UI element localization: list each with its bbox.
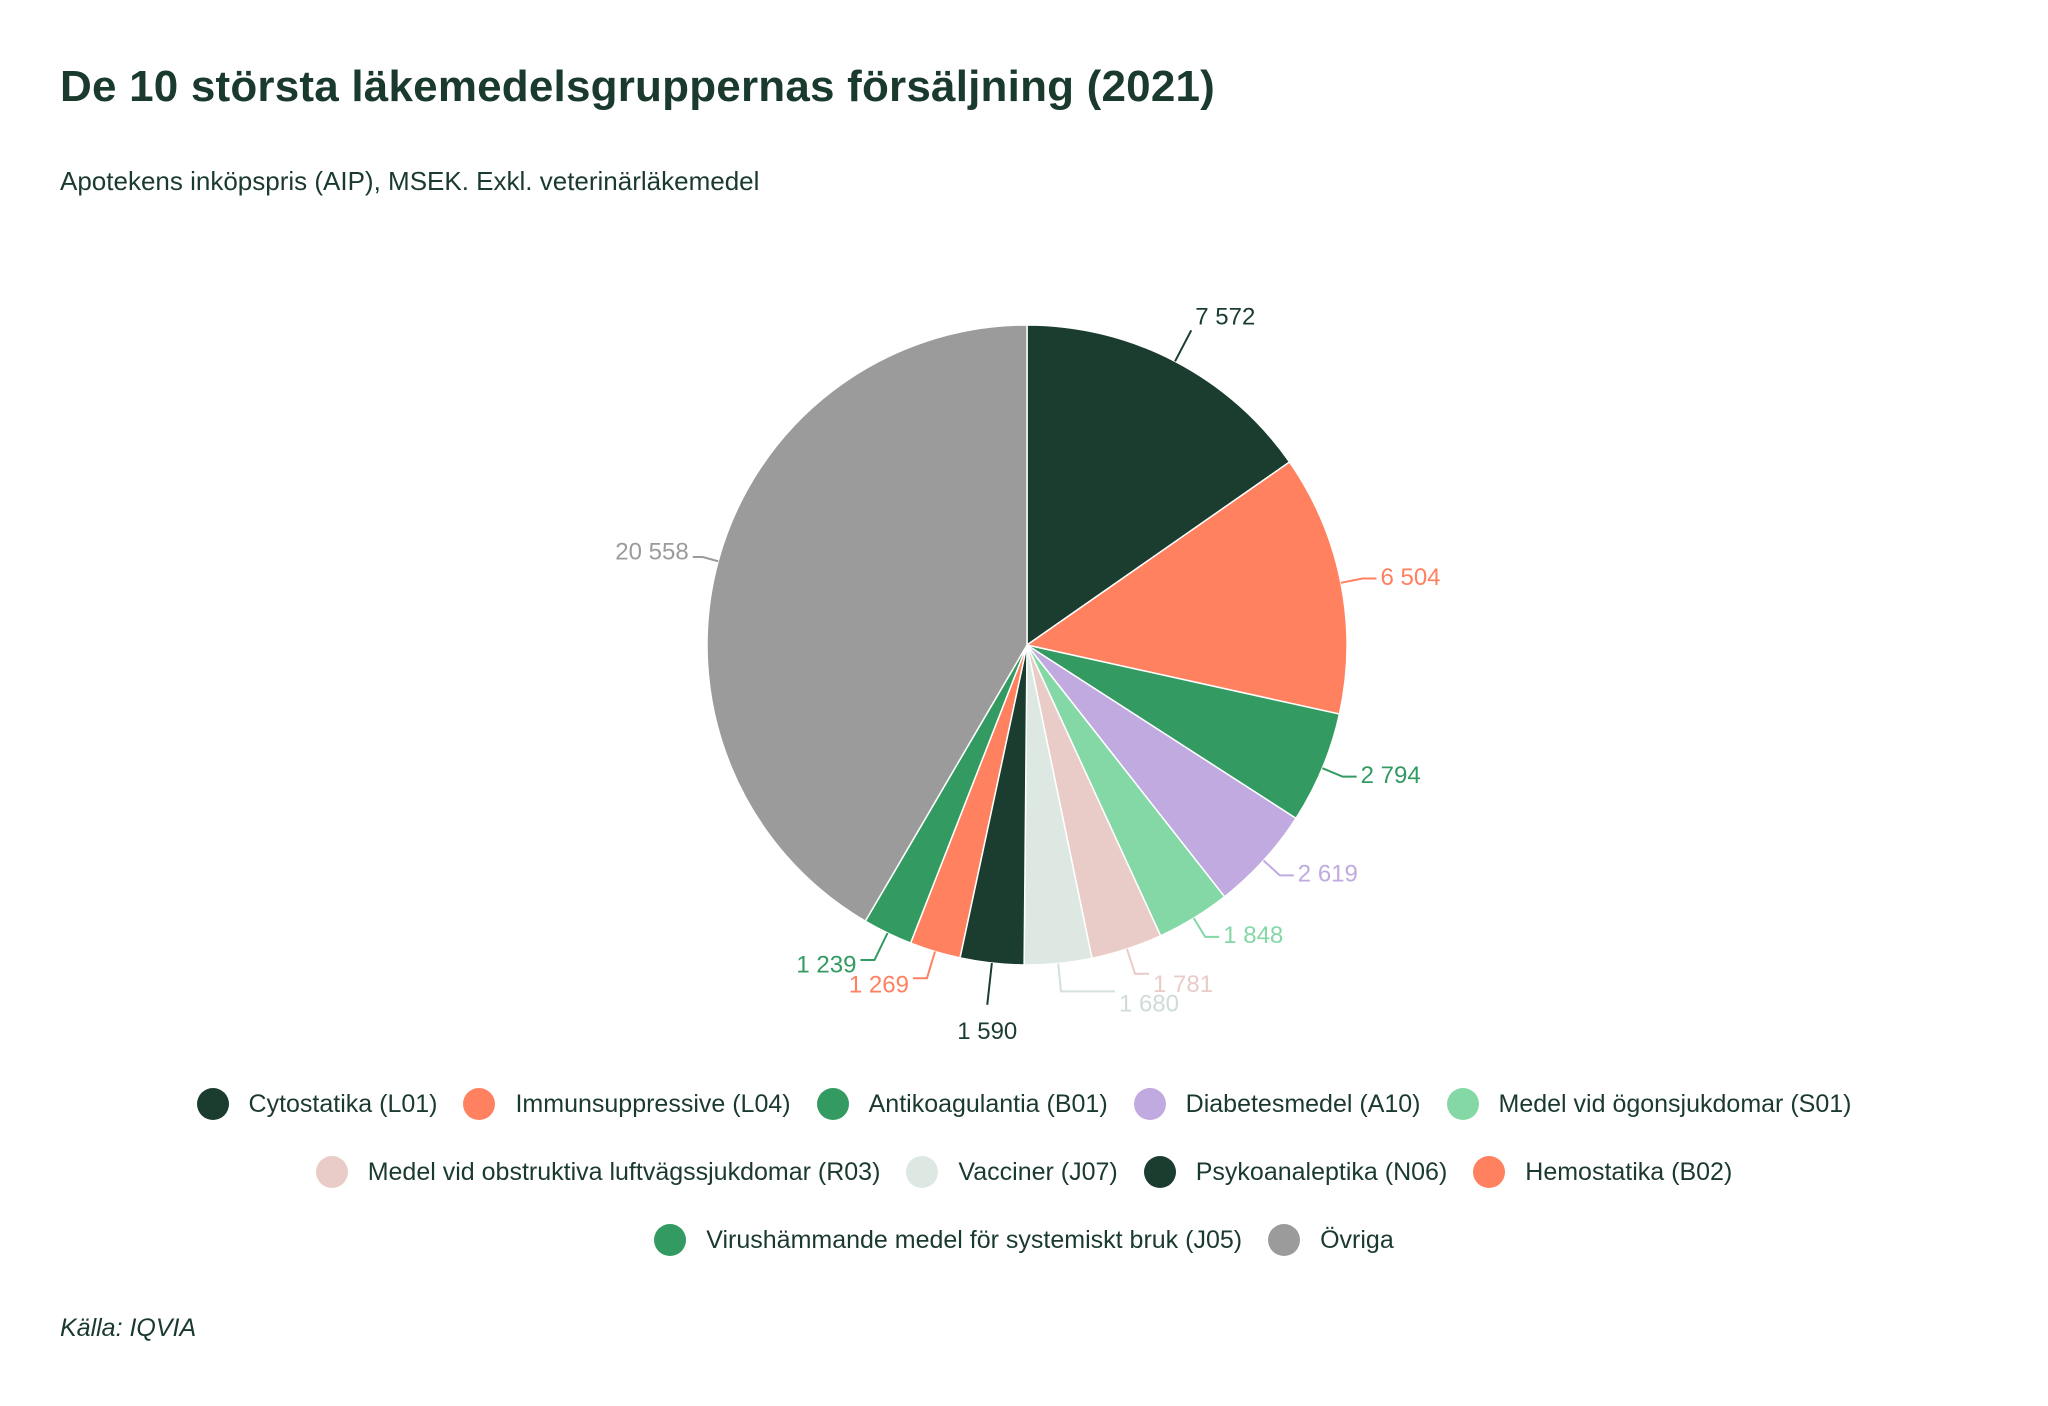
legend-label: Hemostatika (B02) — [1525, 1157, 1733, 1186]
legend-item: Cytostatika (L01) — [196, 1088, 438, 1120]
legend-label: Cytostatika (L01) — [248, 1089, 438, 1118]
label-leader-line — [986, 962, 993, 1005]
legend-row: Medel vid obstruktiva luftvägssjukdomar … — [315, 1156, 1732, 1188]
legend-swatch — [196, 1088, 229, 1120]
data-label: 1 680 — [1119, 991, 1179, 1018]
data-label: 1 269 — [849, 972, 909, 999]
legend-label: Virushämmande medel för systemiskt bruk … — [706, 1225, 1243, 1254]
data-label: 20 558 — [615, 538, 688, 565]
legend-label: Psykoanaleptika (N06) — [1195, 1157, 1448, 1186]
label-leader-line — [860, 932, 889, 962]
pie-slices — [706, 324, 1348, 966]
legend-item: Virushämmande medel för systemiskt bruk … — [654, 1224, 1242, 1256]
legend-label: Vacciner (J07) — [958, 1157, 1118, 1186]
legend-item: Medel vid obstruktiva luftvägssjukdomar … — [315, 1156, 881, 1188]
legend-row: Cytostatika (L01) Immunsuppressive (L04) A… — [196, 1088, 1852, 1120]
legend-swatch — [816, 1088, 849, 1120]
legend-label: Immunsuppressive (L04) — [515, 1089, 791, 1118]
legend-row: Virushämmande medel för systemiskt bruk … — [654, 1224, 1394, 1256]
data-label: 2 794 — [1361, 762, 1421, 789]
label-leader-line — [1125, 948, 1150, 975]
legend-item: Övriga — [1268, 1224, 1394, 1256]
label-leader-line — [912, 951, 936, 980]
data-label: 6 504 — [1380, 564, 1440, 591]
chart-legend: Cytostatika (L01) Immunsuppressive (L04) A… — [0, 1088, 2048, 1256]
legend-swatch — [906, 1156, 939, 1188]
legend-swatch — [1143, 1156, 1176, 1188]
legend-swatch — [1133, 1088, 1166, 1120]
legend-swatch — [463, 1088, 496, 1120]
legend-item: Vacciner (J07) — [906, 1156, 1118, 1188]
label-leader-line — [692, 556, 719, 563]
legend-item: Hemostatika (B02) — [1473, 1156, 1732, 1188]
pie-slice — [1026, 324, 1291, 647]
legend-item: Psykoanaleptika (N06) — [1143, 1156, 1448, 1188]
label-leader-line — [1262, 859, 1294, 877]
legend-item: Diabetesmedel (A10) — [1133, 1088, 1421, 1120]
legend-item: Immunsuppressive (L04) — [463, 1088, 791, 1120]
label-leader-line — [1057, 963, 1115, 993]
label-leader-line — [1340, 577, 1377, 584]
legend-swatch — [654, 1224, 687, 1256]
pie-slice — [706, 324, 1028, 923]
legend-swatch — [1268, 1224, 1301, 1256]
legend-label: Antikoagulantia (B01) — [868, 1089, 1108, 1118]
legend-label: Medel vid ögonsjukdomar (S01) — [1498, 1089, 1852, 1118]
legend-item: Medel vid ögonsjukdomar (S01) — [1446, 1088, 1852, 1120]
data-label: 7 572 — [1195, 304, 1255, 331]
data-label: 1 848 — [1223, 922, 1283, 949]
source-note: Källa: IQVIA — [60, 1314, 197, 1342]
data-label: 1 239 — [796, 951, 856, 978]
legend-swatch — [1446, 1088, 1479, 1120]
legend-swatch — [1473, 1156, 1506, 1188]
data-label: 2 619 — [1298, 861, 1358, 888]
legend-label: Diabetesmedel (A10) — [1185, 1089, 1421, 1118]
label-leader-line — [1321, 767, 1357, 778]
data-label: 1 590 — [957, 1018, 1017, 1045]
chart-title: De 10 största läkemedelsgruppernas försä… — [60, 62, 1216, 111]
legend-label: Övriga — [1320, 1225, 1394, 1254]
chart-subtitle: Apotekens inköpspris (AIP), MSEK. Exkl. … — [60, 166, 760, 196]
label-leader-line — [1174, 329, 1193, 362]
legend-item: Antikoagulantia (B01) — [816, 1088, 1108, 1120]
label-leader-line — [1192, 917, 1220, 938]
legend-label: Medel vid obstruktiva luftvägssjukdomar … — [367, 1157, 881, 1186]
legend-swatch — [315, 1156, 348, 1188]
data-label: 1 781 — [1153, 971, 1213, 998]
